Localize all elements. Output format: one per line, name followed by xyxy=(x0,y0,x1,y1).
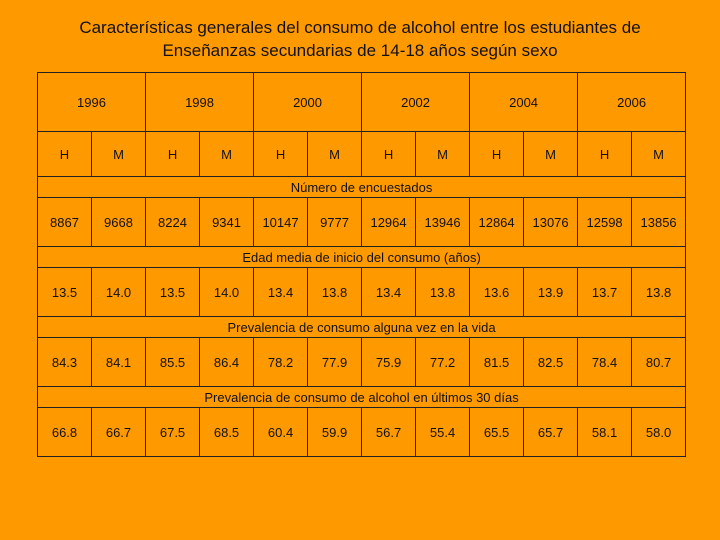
year-header-cell: 1996 xyxy=(36,72,147,132)
value-cell: 13.5 xyxy=(37,267,92,317)
value-cell: 13.8 xyxy=(631,267,687,317)
sex-header-cell: M xyxy=(631,131,687,177)
value-cell: 13.4 xyxy=(361,267,417,317)
year-header-cell: 2000 xyxy=(253,72,363,132)
year-header-cell: 2006 xyxy=(577,72,687,132)
title-line-1: Características generales del consumo de… xyxy=(79,18,641,37)
year-header-cell: 2004 xyxy=(469,72,579,132)
value-cell: 13.5 xyxy=(145,267,201,317)
value-cell: 14.0 xyxy=(90,267,147,317)
value-cell: 65.5 xyxy=(469,407,525,457)
value-cell: 13.8 xyxy=(307,267,363,317)
value-cell: 12864 xyxy=(469,197,525,247)
sex-header-cell: H xyxy=(469,131,525,177)
sex-header-cell: H xyxy=(577,131,633,177)
value-cell: 12598 xyxy=(577,197,633,247)
sex-header-row: H M H M H M H M H M H M xyxy=(37,131,687,177)
value-cell: 9341 xyxy=(199,197,255,247)
value-cell: 65.7 xyxy=(523,407,579,457)
value-cell: 10147 xyxy=(253,197,309,247)
section-label: Prevalencia de consumo de alcohol en últ… xyxy=(36,386,687,408)
section-header-row: Prevalencia de consumo de alcohol en últ… xyxy=(36,386,687,408)
sex-header-cell: H xyxy=(37,131,92,177)
value-cell: 77.9 xyxy=(307,337,363,387)
value-cell: 8224 xyxy=(145,197,201,247)
value-cell: 66.8 xyxy=(37,407,92,457)
sex-header-cell: M xyxy=(415,131,471,177)
section-header-row: Número de encuestados xyxy=(36,176,687,198)
value-cell: 86.4 xyxy=(199,337,255,387)
value-cell: 60.4 xyxy=(253,407,309,457)
sex-header-cell: H xyxy=(253,131,309,177)
value-cell: 80.7 xyxy=(631,337,687,387)
value-cell: 59.9 xyxy=(307,407,363,457)
section-header-row: Edad media de inicio del consumo (años) xyxy=(36,246,687,268)
value-cell: 81.5 xyxy=(469,337,525,387)
value-cell: 13.7 xyxy=(577,267,633,317)
section-header-row: Prevalencia de consumo alguna vez en la … xyxy=(36,316,687,338)
sex-header-cell: H xyxy=(145,131,201,177)
value-cell: 13856 xyxy=(631,197,687,247)
data-table: 1996 1998 2000 2002 2004 2006 H M H M H … xyxy=(36,72,687,457)
value-cell: 8867 xyxy=(37,197,92,247)
value-cell: 13.4 xyxy=(253,267,309,317)
value-cell: 14.0 xyxy=(199,267,255,317)
value-cell: 82.5 xyxy=(523,337,579,387)
sex-header-cell: M xyxy=(307,131,363,177)
value-cell: 9668 xyxy=(90,197,147,247)
title-line-2: Enseñanzas secundarias de 14-18 años seg… xyxy=(162,41,558,60)
table-row: 66.8 66.7 67.5 68.5 60.4 59.9 56.7 55.4 … xyxy=(37,407,687,457)
value-cell: 78.2 xyxy=(253,337,309,387)
section-label: Edad media de inicio del consumo (años) xyxy=(36,246,687,268)
year-header-cell: 2002 xyxy=(361,72,471,132)
value-cell: 84.3 xyxy=(37,337,92,387)
value-cell: 68.5 xyxy=(199,407,255,457)
sex-header-cell: H xyxy=(361,131,417,177)
value-cell: 84.1 xyxy=(90,337,147,387)
table-row: 13.5 14.0 13.5 14.0 13.4 13.8 13.4 13.8 … xyxy=(37,267,687,317)
sex-header-cell: M xyxy=(523,131,579,177)
value-cell: 13076 xyxy=(523,197,579,247)
value-cell: 56.7 xyxy=(361,407,417,457)
value-cell: 13.9 xyxy=(523,267,579,317)
section-label: Número de encuestados xyxy=(36,176,687,198)
section-label: Prevalencia de consumo alguna vez en la … xyxy=(36,316,687,338)
year-header-cell: 1998 xyxy=(145,72,255,132)
year-header-row: 1996 1998 2000 2002 2004 2006 xyxy=(36,72,687,132)
value-cell: 66.7 xyxy=(90,407,147,457)
value-cell: 13.6 xyxy=(469,267,525,317)
value-cell: 67.5 xyxy=(145,407,201,457)
value-cell: 85.5 xyxy=(145,337,201,387)
value-cell: 13.8 xyxy=(415,267,471,317)
value-cell: 9777 xyxy=(307,197,363,247)
table-row: 8867 9668 8224 9341 10147 9777 12964 139… xyxy=(37,197,687,247)
value-cell: 77.2 xyxy=(415,337,471,387)
table-row: 84.3 84.1 85.5 86.4 78.2 77.9 75.9 77.2 … xyxy=(37,337,687,387)
value-cell: 75.9 xyxy=(361,337,417,387)
value-cell: 12964 xyxy=(361,197,417,247)
sex-header-cell: M xyxy=(90,131,147,177)
value-cell: 58.1 xyxy=(577,407,633,457)
value-cell: 55.4 xyxy=(415,407,471,457)
sex-header-cell: M xyxy=(199,131,255,177)
value-cell: 58.0 xyxy=(631,407,687,457)
value-cell: 13946 xyxy=(415,197,471,247)
value-cell: 78.4 xyxy=(577,337,633,387)
page-title: Características generales del consumo de… xyxy=(0,16,720,62)
